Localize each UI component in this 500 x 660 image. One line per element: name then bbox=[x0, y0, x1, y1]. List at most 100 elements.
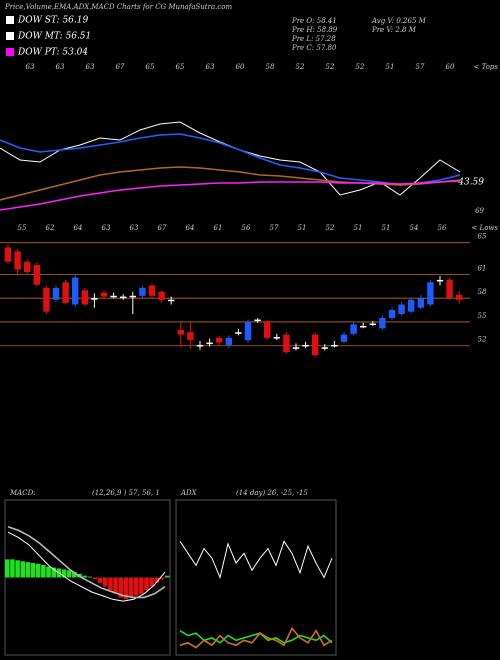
histogram-bar bbox=[20, 561, 26, 578]
low-label: 56 bbox=[438, 224, 447, 232]
adx-title: ADX bbox=[180, 489, 198, 497]
candle-body bbox=[273, 337, 280, 339]
histogram-bar bbox=[5, 559, 10, 578]
candle-body bbox=[129, 295, 136, 298]
histogram-bar bbox=[35, 563, 41, 578]
histogram-bar bbox=[123, 577, 129, 600]
macd-title: MACD: bbox=[9, 489, 36, 497]
candle-body bbox=[408, 299, 415, 312]
legend-label: DOW PT: 53.04 bbox=[17, 48, 88, 58]
legend-swatch bbox=[6, 48, 14, 56]
candle-body bbox=[33, 264, 40, 285]
candle-body bbox=[187, 332, 194, 341]
candle-body bbox=[398, 304, 405, 315]
top-label: 63 bbox=[86, 63, 95, 71]
top-label: 57 bbox=[416, 63, 425, 71]
top-label: 52 bbox=[356, 63, 365, 71]
low-label: 57 bbox=[270, 224, 279, 232]
histogram-bar bbox=[25, 562, 31, 578]
candle-body bbox=[456, 294, 463, 300]
candle-body bbox=[235, 332, 242, 334]
histogram-bar bbox=[128, 577, 134, 598]
candle-body bbox=[340, 334, 348, 342]
series-line bbox=[7, 526, 166, 599]
top-label: 58 bbox=[266, 63, 275, 71]
candle-body bbox=[427, 282, 434, 305]
chart-title: Price,Volume,EMA,ADX,MACD Charts for CG … bbox=[4, 3, 232, 11]
histogram-bar bbox=[102, 577, 108, 587]
candle-body bbox=[254, 319, 261, 322]
candle-body bbox=[244, 321, 252, 341]
histogram-bar bbox=[154, 577, 160, 583]
candle-body bbox=[216, 337, 223, 343]
candle-body bbox=[81, 290, 88, 305]
info-text: Avg V: 0.265 M bbox=[371, 17, 427, 25]
y-tick-label: 65 bbox=[478, 233, 487, 241]
candle-body bbox=[110, 295, 117, 298]
histogram-bar bbox=[92, 577, 98, 580]
info-text: Pre C: 57.80 bbox=[291, 44, 337, 52]
candle-body bbox=[177, 329, 184, 335]
low-label: 52 bbox=[326, 224, 335, 232]
adx-panel bbox=[175, 499, 337, 656]
candle-body bbox=[148, 285, 156, 296]
series-line bbox=[7, 531, 166, 602]
price-label: 69 bbox=[475, 207, 484, 215]
top-label: 52 bbox=[296, 63, 305, 71]
histogram-bar bbox=[61, 569, 67, 578]
candle-body bbox=[168, 299, 175, 302]
legend-label: DOW ST: 56.19 bbox=[17, 16, 88, 26]
candle-body bbox=[379, 317, 386, 329]
low-label: 55 bbox=[18, 224, 27, 232]
tops-note: < Tops bbox=[473, 63, 498, 71]
histogram-bar bbox=[108, 577, 113, 591]
top-label: 51 bbox=[386, 63, 395, 71]
histogram-bar bbox=[164, 575, 170, 578]
histogram-bar bbox=[144, 577, 149, 591]
candle-body bbox=[225, 337, 232, 345]
candle-body bbox=[292, 347, 300, 349]
low-label: 51 bbox=[298, 224, 307, 232]
candle-body bbox=[446, 279, 453, 299]
histogram-bar bbox=[133, 577, 139, 596]
candle-body bbox=[302, 344, 309, 347]
series-line bbox=[0, 180, 461, 211]
price-label: 43.59 bbox=[457, 178, 484, 188]
low-label: 62 bbox=[46, 224, 55, 232]
candle-body bbox=[388, 310, 396, 318]
candle-body bbox=[100, 292, 108, 297]
candle-body bbox=[206, 342, 213, 345]
y-tick-label: 52 bbox=[478, 336, 487, 344]
candle-body bbox=[158, 291, 165, 300]
histogram-bar bbox=[82, 575, 87, 578]
top-label: 63 bbox=[26, 63, 35, 71]
histogram-bar bbox=[41, 564, 46, 578]
series-line bbox=[179, 630, 333, 644]
low-label: 64 bbox=[186, 224, 195, 232]
histogram-bar bbox=[72, 572, 77, 578]
candle-body bbox=[196, 344, 204, 347]
candle-body bbox=[62, 282, 69, 303]
top-label: 65 bbox=[176, 63, 185, 71]
histogram-bar bbox=[30, 563, 36, 578]
series-line bbox=[179, 626, 333, 649]
candle-body bbox=[264, 321, 271, 338]
candle-body bbox=[417, 298, 424, 308]
histogram-bar bbox=[87, 576, 93, 578]
candle-body bbox=[14, 251, 21, 270]
info-text: Pre H: 58.89 bbox=[291, 26, 338, 34]
candle-body bbox=[4, 247, 12, 262]
y-tick-label: 55 bbox=[478, 312, 487, 320]
histogram-bar bbox=[149, 577, 154, 587]
histogram-bar bbox=[118, 577, 123, 598]
histogram-bar bbox=[46, 566, 51, 578]
macd-params: (12,26,9 ) 57, 56, 1 bbox=[92, 489, 160, 497]
candle-body bbox=[43, 287, 50, 312]
candle-body bbox=[369, 323, 376, 326]
series-line bbox=[0, 133, 461, 186]
candle-body bbox=[24, 261, 31, 273]
histogram-bar bbox=[97, 577, 103, 583]
low-label: 67 bbox=[158, 224, 167, 232]
info-text: Pre O: 58.41 bbox=[291, 17, 337, 25]
